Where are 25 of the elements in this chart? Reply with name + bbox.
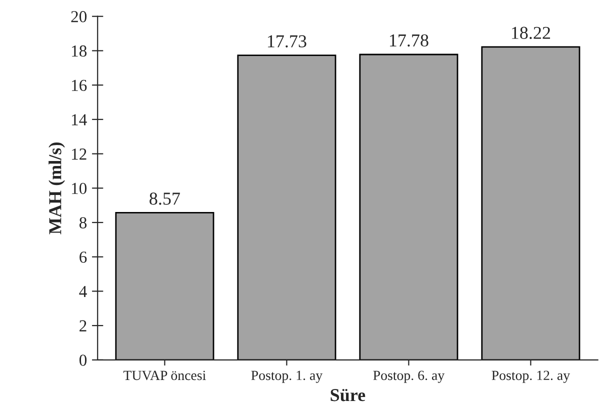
- bar: [481, 46, 580, 360]
- y-tick-label: 4: [79, 286, 87, 297]
- x-tick-label: Postop. 12. ay: [492, 370, 570, 383]
- y-tick-label: 2: [80, 320, 86, 332]
- data-label: 8.57: [150, 192, 180, 205]
- bar: [115, 212, 214, 360]
- bar: [237, 54, 336, 360]
- y-tick-label: 14: [72, 114, 87, 126]
- y-tick-label: 12: [72, 148, 86, 160]
- y-tick-label: 6: [80, 252, 87, 263]
- data-label: 17.78: [390, 34, 428, 47]
- bar: [359, 54, 458, 360]
- x-tick-label: Postop. 1. ay: [251, 370, 323, 383]
- x-tick-label: Postop. 6. ay: [373, 370, 445, 383]
- y-axis-title: MAH (ml/s): [48, 142, 65, 234]
- y-tick-label: 10: [72, 182, 87, 194]
- data-label: 17.73: [268, 35, 306, 48]
- y-tick-label: 0: [79, 354, 87, 366]
- data-label: 18.22: [512, 26, 550, 40]
- y-tick-label: 18: [72, 45, 87, 57]
- y-tick-label: 8: [79, 217, 87, 228]
- y-tick-label: 20: [71, 11, 87, 22]
- y-tick-label: 16: [72, 80, 87, 92]
- x-axis-title: Süre: [330, 388, 366, 402]
- x-tick-label: TUVAP öncesi: [123, 370, 206, 380]
